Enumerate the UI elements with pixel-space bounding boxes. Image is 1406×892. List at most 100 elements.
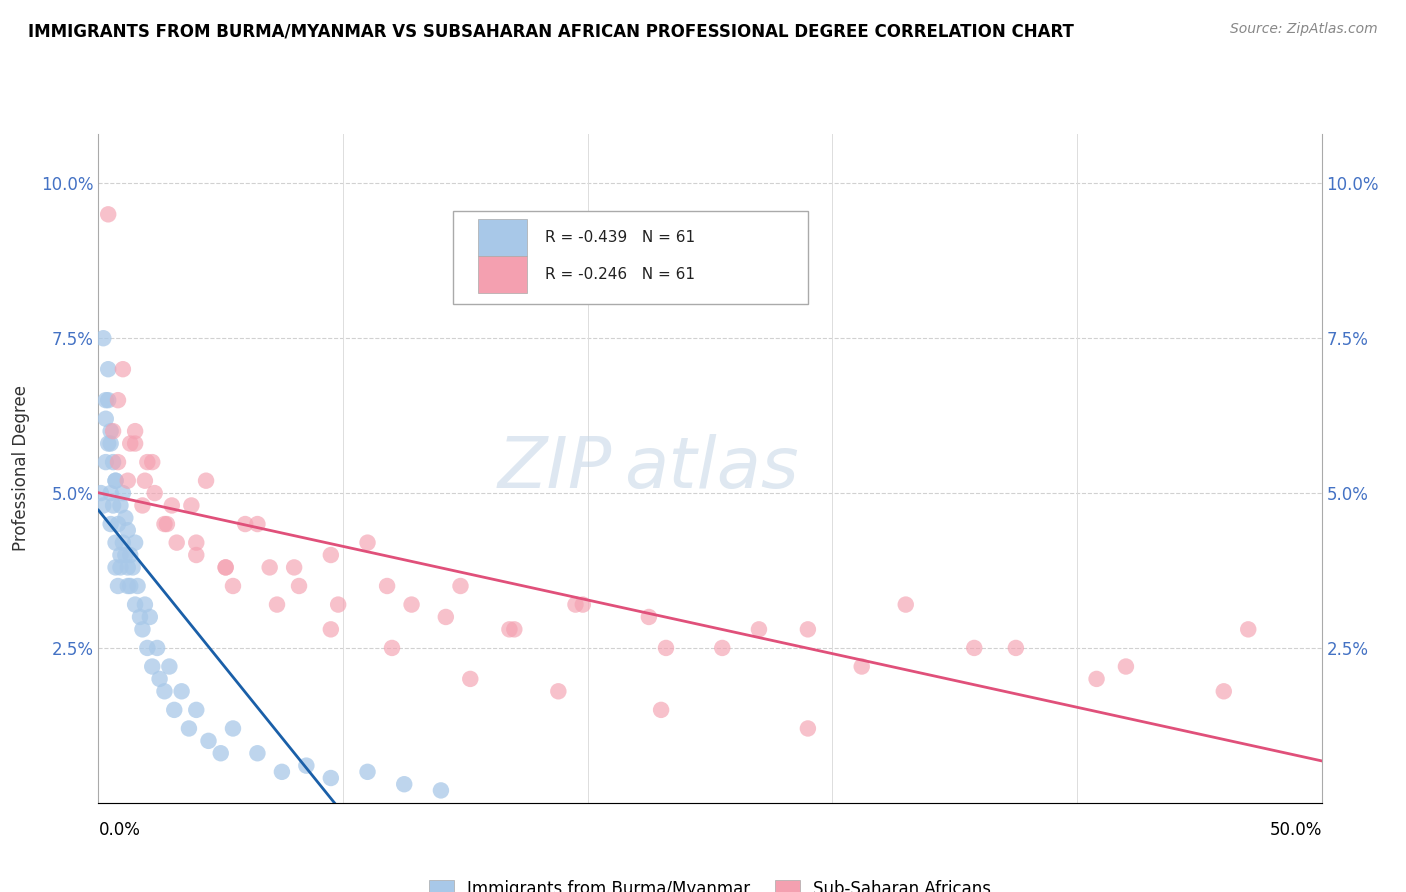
Point — [117, 579, 139, 593]
Point — [209, 746, 232, 760]
Point — [101, 455, 124, 469]
Point — [146, 640, 169, 655]
Point — [120, 579, 142, 593]
Point — [214, 560, 236, 574]
Point — [97, 207, 120, 221]
Point — [160, 499, 183, 513]
Text: IMMIGRANTS FROM BURMA/MYANMAR VS SUBSAHARAN AFRICAN PROFESSIONAL DEGREE CORRELAT: IMMIGRANTS FROM BURMA/MYANMAR VS SUBSAHA… — [28, 22, 1074, 40]
Point — [356, 535, 378, 549]
Point — [434, 610, 457, 624]
Point — [134, 474, 156, 488]
Point — [381, 640, 404, 655]
Point — [1085, 672, 1108, 686]
Point — [295, 758, 318, 772]
Point — [91, 499, 114, 513]
Point — [94, 393, 117, 408]
Point — [246, 746, 269, 760]
Point — [222, 722, 245, 736]
Point — [131, 499, 153, 513]
Point — [91, 331, 114, 345]
Point — [141, 455, 163, 469]
Point — [450, 579, 472, 593]
Point — [110, 499, 132, 513]
Point — [117, 560, 139, 574]
Point — [157, 659, 180, 673]
Point — [259, 560, 281, 574]
Point — [797, 722, 820, 736]
Point — [266, 598, 288, 612]
Point — [186, 703, 208, 717]
Point — [655, 640, 678, 655]
Point — [638, 610, 661, 624]
Point — [94, 455, 117, 469]
Y-axis label: Professional Degree: Professional Degree — [11, 385, 30, 551]
Point — [101, 424, 124, 438]
Point — [131, 623, 153, 637]
Point — [94, 411, 117, 425]
Point — [748, 623, 770, 637]
Point — [186, 548, 208, 562]
Point — [100, 517, 122, 532]
Point — [214, 560, 236, 574]
Point — [114, 511, 136, 525]
Point — [195, 474, 218, 488]
Point — [319, 623, 342, 637]
Point — [104, 474, 127, 488]
Point — [110, 560, 132, 574]
Point — [110, 548, 132, 562]
Point — [166, 535, 188, 549]
Point — [100, 486, 122, 500]
Point — [197, 734, 219, 748]
Point — [1115, 659, 1137, 673]
Point — [153, 684, 176, 698]
Point — [117, 474, 139, 488]
Point — [104, 474, 127, 488]
Text: atlas: atlas — [624, 434, 799, 503]
Point — [104, 560, 127, 574]
Point — [177, 722, 200, 736]
FancyBboxPatch shape — [478, 256, 526, 293]
FancyBboxPatch shape — [478, 219, 526, 256]
Point — [170, 684, 193, 698]
Point — [97, 436, 120, 450]
Point — [136, 640, 159, 655]
Point — [120, 436, 142, 450]
Text: 0.0%: 0.0% — [98, 821, 141, 838]
Point — [572, 598, 595, 612]
Point — [180, 499, 202, 513]
Point — [851, 659, 873, 673]
Point — [503, 623, 526, 637]
Point — [141, 659, 163, 673]
Point — [222, 579, 245, 593]
Point — [1212, 684, 1234, 698]
Point — [107, 393, 129, 408]
Point — [107, 517, 129, 532]
Point — [107, 455, 129, 469]
Point — [356, 764, 378, 779]
Point — [319, 548, 342, 562]
Point — [392, 777, 416, 791]
Point — [963, 640, 986, 655]
Point — [124, 436, 146, 450]
Text: R = -0.246   N = 61: R = -0.246 N = 61 — [546, 267, 695, 282]
Point — [111, 535, 134, 549]
FancyBboxPatch shape — [453, 211, 808, 304]
Point — [129, 610, 152, 624]
Point — [650, 703, 672, 717]
Point — [97, 362, 120, 376]
Point — [100, 436, 122, 450]
Point — [156, 517, 179, 532]
Text: 50.0%: 50.0% — [1270, 821, 1322, 838]
Point — [134, 598, 156, 612]
Point — [186, 535, 208, 549]
Point — [104, 535, 127, 549]
Point — [430, 783, 453, 797]
Point — [328, 598, 350, 612]
Text: Source: ZipAtlas.com: Source: ZipAtlas.com — [1230, 22, 1378, 37]
Point — [127, 579, 149, 593]
Point — [894, 598, 917, 612]
Point — [458, 672, 481, 686]
Point — [283, 560, 305, 574]
Point — [153, 517, 176, 532]
Point — [139, 610, 162, 624]
